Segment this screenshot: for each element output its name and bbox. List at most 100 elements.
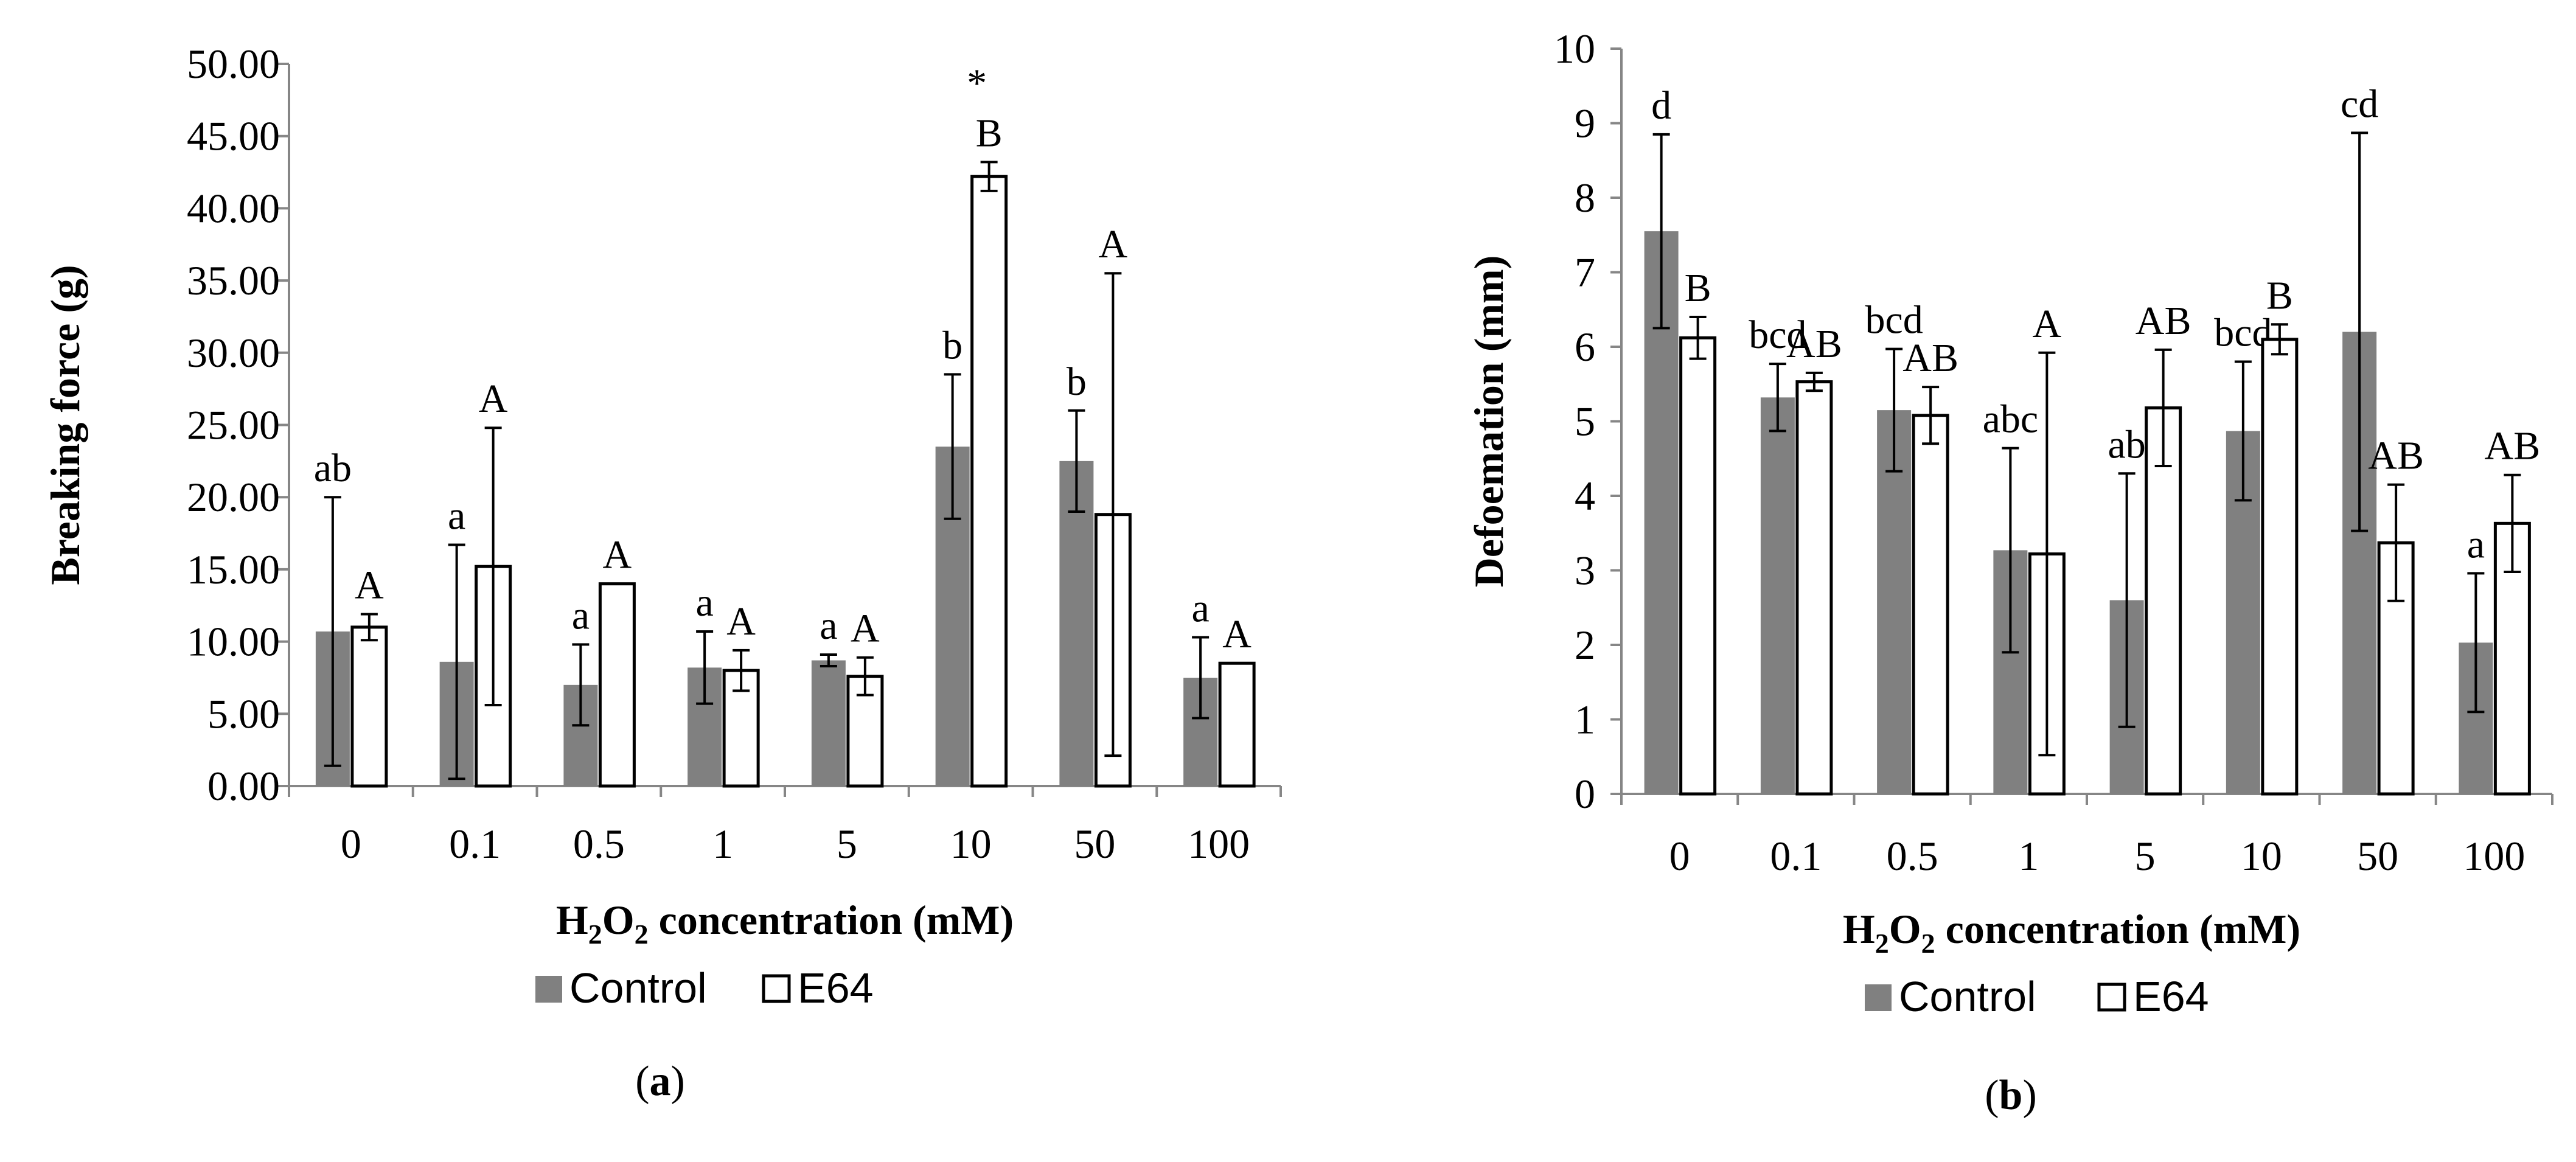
x-axis-title: H2O2 concentration (mM) [556,897,1014,950]
y-tick-label: 10 [1554,26,1595,72]
x-tick-label: 50 [2357,833,2398,879]
bar-e64-0.5 [598,582,636,788]
letter-e64-0: B [1685,266,1711,310]
letter-control-100: a [1191,586,1209,630]
legend-control-label: Control [1899,973,2036,1020]
letter-e64-50: A [1099,222,1128,266]
legend-control-label: Control [569,964,707,1012]
letter-control-10: b [942,323,963,367]
y-tick-label: 0 [1575,771,1595,817]
y-tick-label: 2 [1575,622,1595,668]
letter-e64-100: AB [2485,424,2541,468]
letter-e64-50: AB [2368,434,2424,478]
y-axis-title: Breaking force (g) [42,265,88,585]
letter-e64-0.5: A [603,533,632,577]
y-tick-label: 4 [1575,473,1595,519]
panel-label: (a) [635,1058,685,1105]
letter-e64-10: B [2266,273,2293,318]
letter-e64-0.1: A [479,377,508,421]
y-tick-label: 6 [1575,324,1595,370]
letter-control-1: abc [1983,397,2039,442]
letter-control-50: b [1067,360,1087,404]
significance-asterisk: * [967,61,987,105]
chart-panel-a: 0.00 5.00 10.00 15.00 20.00 25.00 30.00 35.00 40… [42,41,1282,1105]
y-tick-label: 15.00 [187,546,280,593]
y-tick-label: 3 [1575,548,1595,594]
y-tick-label: 30.00 [187,330,280,376]
x-tick-label: 5 [2135,833,2156,879]
letter-control-0.5: a [572,593,590,638]
bar-control-50 [1059,461,1094,786]
y-tick-label: 0.00 [207,763,280,809]
letter-e64-5: AB [2136,299,2191,343]
x-tick-label: 100 [2463,833,2525,879]
letter-control-50: cd [2341,82,2378,126]
y-tick-label: 50.00 [187,41,280,87]
legend-control-swatch [535,976,562,1003]
legend-control-swatch [1865,984,1892,1011]
x-tick-label: 1 [2018,833,2039,879]
letter-control-5: ab [2108,422,2145,467]
legend-e64-swatch [2097,983,2126,1012]
letter-e64-1: A [726,599,756,644]
legend-e64-swatch [762,974,791,1003]
letter-control-0.1: bcd [1749,313,1806,357]
y-tick-label: 7 [1575,249,1595,296]
bar-e64-100 [1218,661,1256,788]
letter-control-0.5: bcd [1865,298,1923,343]
x-tick-label: 0.5 [1887,833,1938,879]
y-tick-label: 40.00 [187,185,280,231]
x-tick-label: 1 [712,821,733,867]
y-tick-label: 10.00 [187,619,280,665]
bar-e64-0 [1679,336,1717,796]
y-tick-label: 25.00 [187,402,280,448]
legend-e64-label: E64 [798,964,874,1012]
bar-e64-0 [350,625,388,788]
y-tick-label: 5 [1575,398,1595,445]
letter-control-5: a [820,604,837,648]
x-tick-label: 0 [1669,833,1690,879]
y-tick-label: 20.00 [187,474,280,520]
x-tick-label: 50 [1074,821,1115,867]
y-tick-label: 45.00 [187,113,280,159]
bar-e64-0.1 [1795,380,1833,796]
bar-control-0.5 [1877,410,1912,794]
letter-control-1: a [695,580,713,625]
x-tick-label: 100 [1188,821,1250,867]
bar-e64-50 [2377,541,2415,796]
bar-e64-10 [2261,338,2299,796]
y-axis-title: Defoemation (mm) [1466,256,1512,588]
letter-e64-0: A [355,563,384,607]
x-tick-label: 0.5 [573,821,625,867]
x-tick-label: 10 [950,821,992,867]
x-tick-label: 0.1 [449,821,501,867]
letter-e64-5: A [851,607,880,651]
x-tick-label: 0.1 [1770,833,1822,879]
y-tick-label: 5.00 [207,691,280,737]
letter-control-100: a [2467,522,2485,566]
letter-e64-1: A [2033,302,2062,346]
y-tick-label: 8 [1575,175,1595,221]
letter-e64-0.5: AB [1902,336,1958,380]
y-tick-label: 9 [1575,100,1595,147]
y-tick-label: 35.00 [187,257,280,304]
letter-control-0: ab [314,446,352,490]
letter-e64-100: A [1222,612,1251,656]
y-tick-label: 1 [1575,697,1595,743]
legend-e64-label: E64 [2133,973,2209,1020]
letter-control-0: d [1651,83,1671,128]
bar-e64-10 [970,175,1008,788]
bar-control-5 [811,660,846,786]
letter-control-0.1: a [448,494,465,538]
bar-e64-0.5 [1912,414,1949,796]
panel-label: (b) [1985,1072,2037,1119]
x-axis-title: H2O2 concentration (mM) [1843,906,2300,959]
x-tick-label: 5 [837,821,857,867]
letter-e64-0.1: AB [1786,322,1842,366]
letter-e64-10: B [976,111,1003,155]
bar-control-0.1 [1760,397,1795,794]
x-tick-label: 0 [341,821,361,867]
x-tick-label: 10 [2241,833,2282,879]
